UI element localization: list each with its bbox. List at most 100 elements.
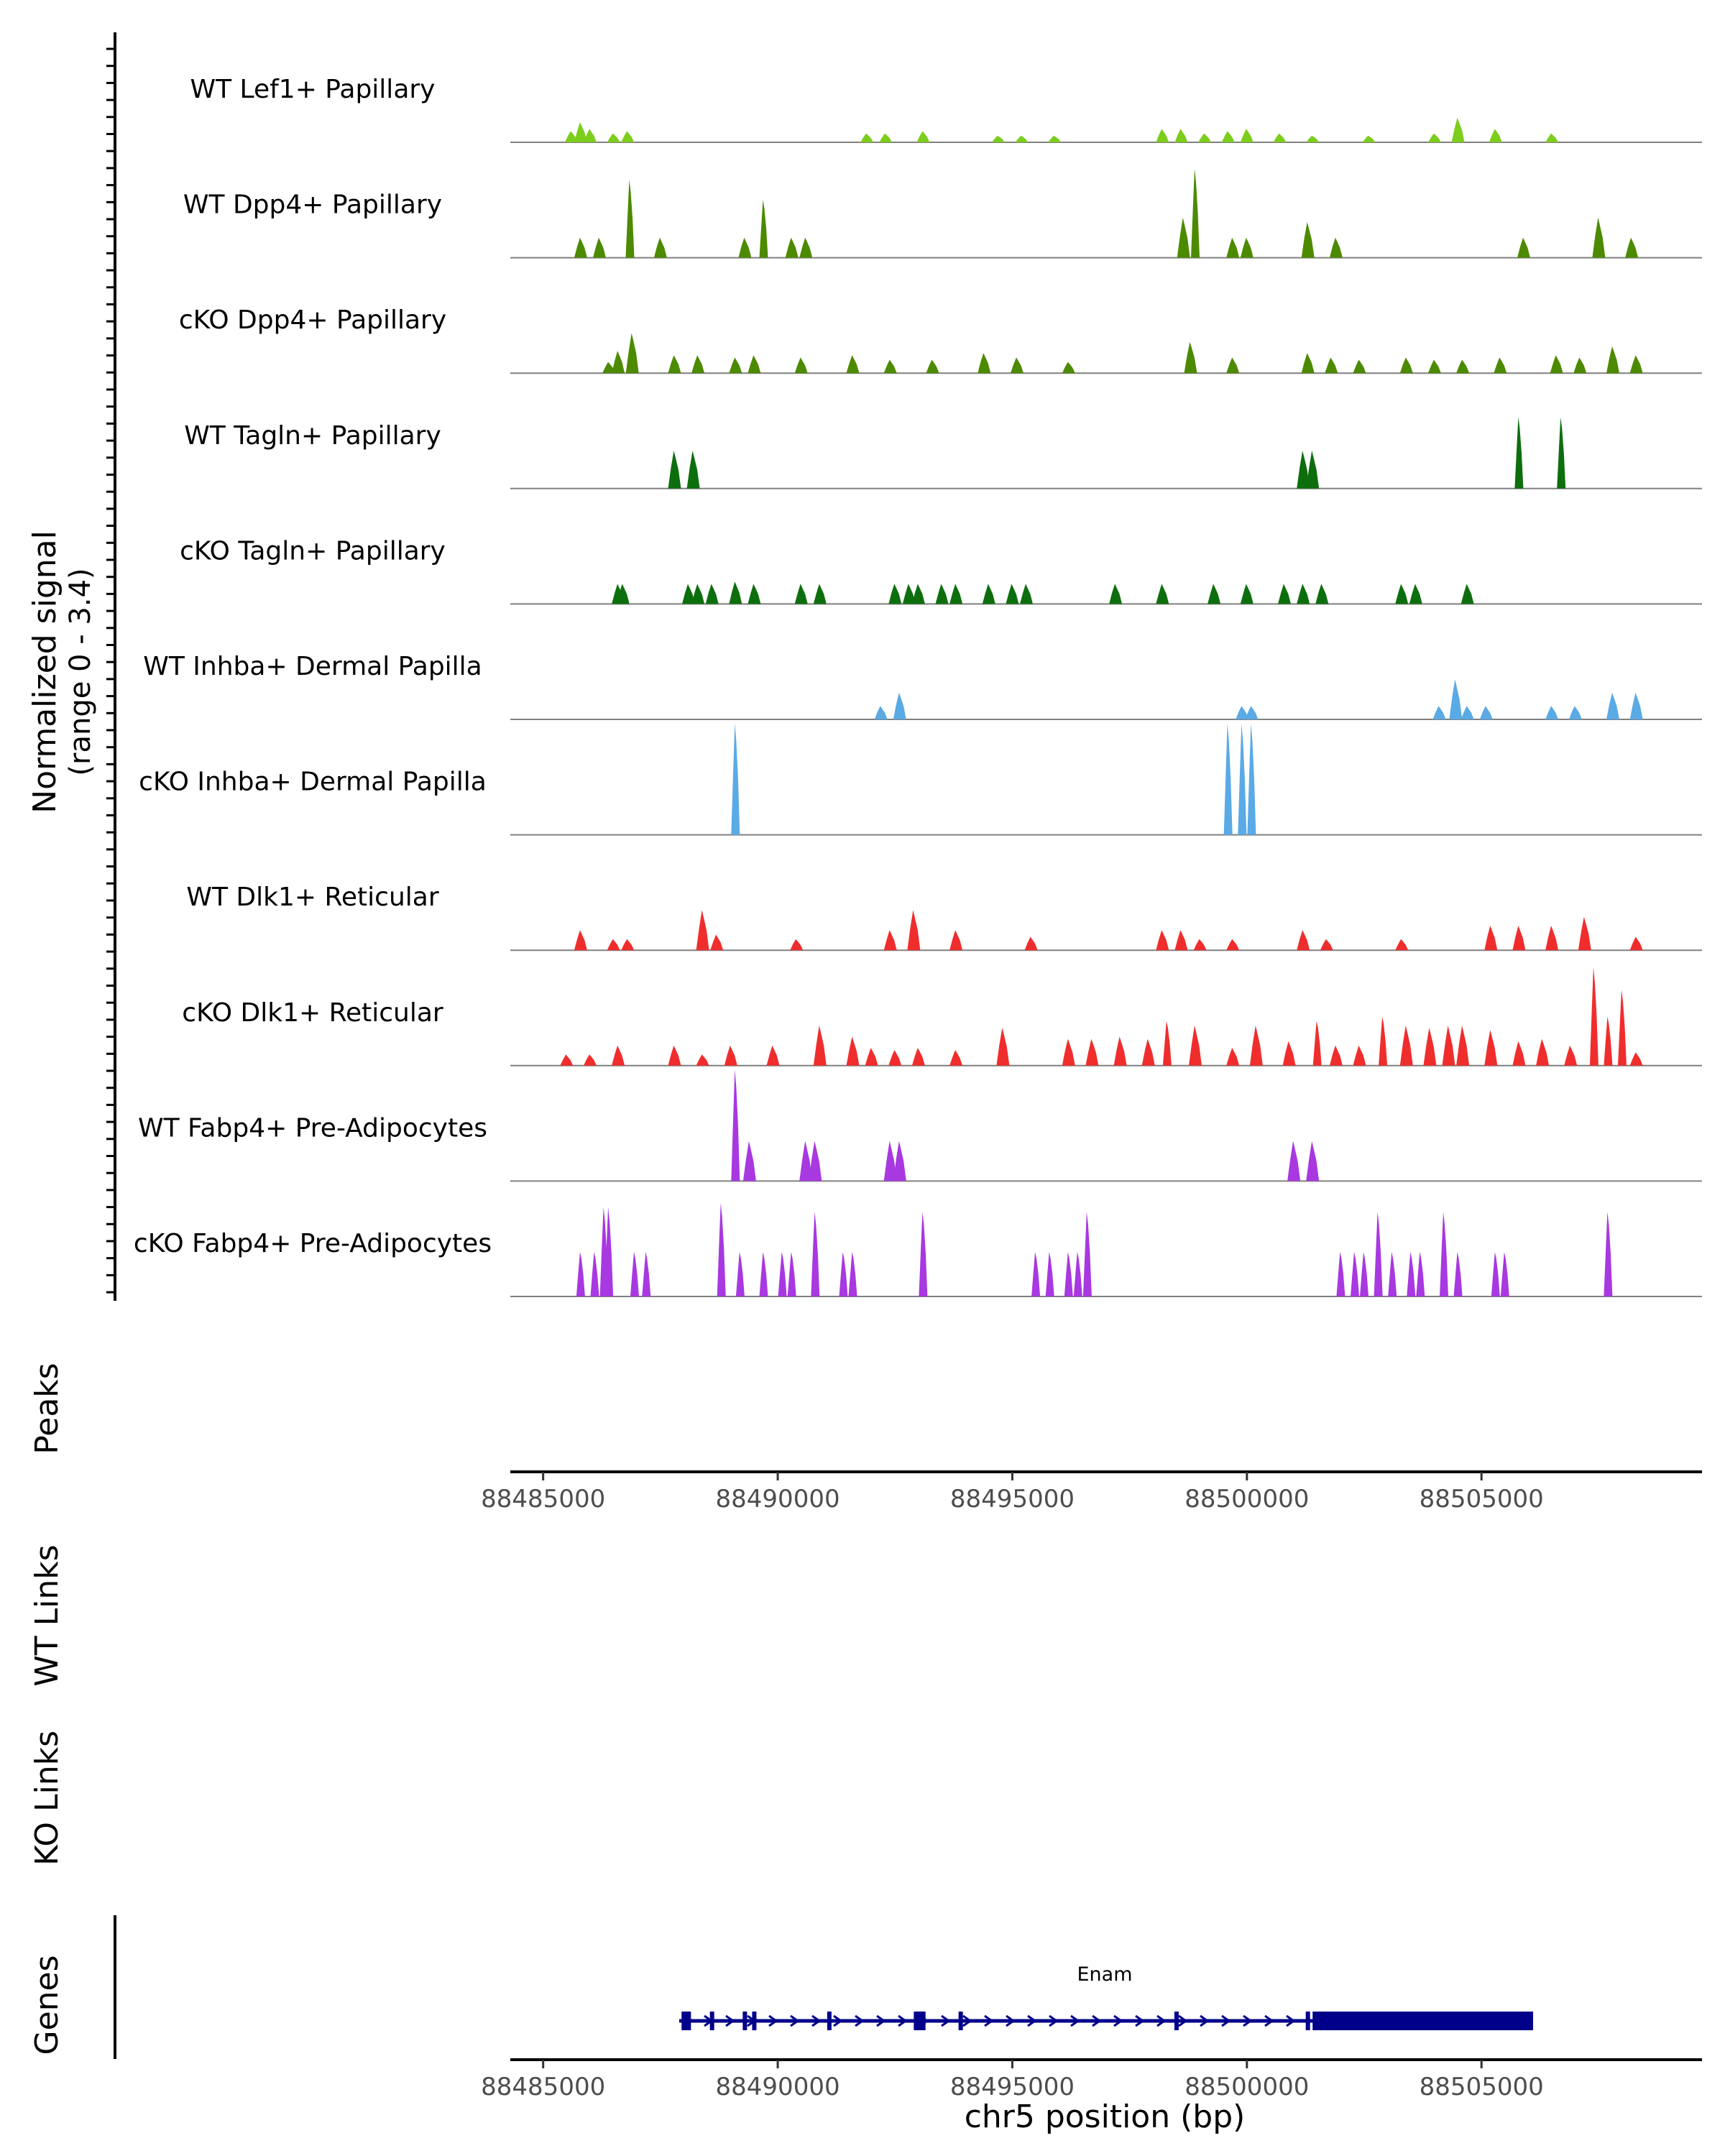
strand-arrow (1200, 2014, 1210, 2027)
signal-peak (759, 1252, 768, 1296)
signal-peak (1048, 135, 1062, 142)
signal-peak (1174, 129, 1188, 142)
signal-peak (1395, 584, 1409, 604)
track-label: WT Dpp4+ Papillary (183, 190, 442, 220)
signal-peak (1512, 926, 1526, 951)
signal-peak (1427, 133, 1441, 142)
signal-peak (799, 237, 813, 258)
signal-peak (705, 584, 719, 604)
signal-peak (916, 131, 930, 142)
signal-peak (1221, 131, 1235, 142)
signal-peak (893, 1141, 906, 1181)
signal-peak (1629, 355, 1643, 374)
gene-track (678, 2012, 1534, 2030)
strand-arrow (747, 2014, 757, 2027)
signal-peak (1604, 1212, 1613, 1296)
signal-peak (883, 930, 897, 951)
signal-peak (1301, 353, 1315, 374)
signal-peak (1156, 129, 1169, 142)
signal-peak (1453, 1252, 1463, 1296)
genes-label: Genes (29, 1955, 65, 2055)
signal-peak (1494, 357, 1507, 374)
signal-peak (1432, 706, 1446, 719)
signal-peak (1240, 584, 1254, 604)
strand-arrow (682, 2014, 692, 2027)
signal-peak (653, 237, 667, 258)
signal-peak (604, 1207, 614, 1296)
track-label: cKO Dlk1+ Reticular (182, 998, 443, 1028)
signal-peak (1545, 133, 1559, 142)
signal-peak (935, 584, 949, 604)
strand-arrow (855, 2014, 865, 2027)
signal-peak (584, 129, 597, 142)
signal-peak (809, 1141, 822, 1181)
signal-peak (949, 584, 963, 604)
signal-peak (794, 357, 808, 374)
signal-peak (1278, 584, 1291, 604)
signal-peak (1589, 967, 1598, 1066)
signal-peak (1479, 706, 1493, 719)
strand-arrow (1135, 2014, 1145, 2027)
x-tick-label: 88495000 (950, 1485, 1075, 1514)
signal-peak (1245, 706, 1259, 719)
signal-peak (1312, 1021, 1322, 1066)
signal-peak (1020, 584, 1033, 604)
signal-peak (1456, 1026, 1470, 1066)
signal-peak (813, 1026, 827, 1066)
gene-exon (914, 2012, 926, 2030)
signal-peak (1247, 723, 1256, 835)
track-0: WT Lef1+ Papillary (190, 75, 1702, 143)
signal-peak (590, 1252, 599, 1296)
signal-peak (1353, 359, 1366, 374)
signal-peak (949, 1050, 963, 1066)
strand-arrow (768, 2014, 778, 2027)
signal-peak (731, 723, 740, 835)
signal-peak (1409, 584, 1422, 604)
signal-peak (982, 584, 995, 604)
signal-peak (1240, 237, 1254, 258)
x-tick-label: 88485000 (481, 1485, 605, 1514)
signal-peak (839, 1252, 848, 1296)
signal-peak (1306, 135, 1320, 142)
y-axis-label: Normalized signal (27, 530, 63, 814)
signal-peak (621, 939, 635, 951)
signal-peak (1568, 706, 1582, 719)
signal-peak (1301, 222, 1315, 258)
signal-peak (787, 1252, 796, 1296)
coverage-tracks: WT Lef1+ Papillary WT Dpp4+ Papillary cKO … (134, 75, 1702, 1297)
signal-peak (790, 939, 804, 951)
signal-peak (1062, 361, 1075, 374)
signal-peak (1629, 692, 1643, 719)
signal-peak (1156, 930, 1169, 951)
signal-peak (1460, 584, 1474, 604)
signal-peak (1189, 1026, 1202, 1066)
signal-peak (1484, 926, 1498, 951)
signal-peak (1064, 1252, 1073, 1296)
signal-peak (1006, 584, 1019, 604)
signal-peak (911, 584, 925, 604)
signal-peak (991, 135, 1005, 142)
strand-arrow (833, 2014, 843, 2027)
y-axis-title: Normalized signal (range 0 - 3.4) (27, 530, 97, 814)
signal-peak (1015, 135, 1029, 142)
strand-arrow (1243, 2014, 1253, 2027)
signal-peak (860, 133, 874, 142)
signal-peak (686, 451, 700, 489)
signal-peak (748, 584, 761, 604)
signal-peak (729, 357, 742, 374)
signal-peak (742, 1141, 756, 1181)
signal-peak (1629, 936, 1643, 951)
signal-peak (1174, 930, 1188, 951)
signal-peak (668, 451, 681, 489)
signal-peak (846, 1036, 860, 1066)
signal-peak (1606, 346, 1619, 374)
signal-peak (1351, 1252, 1359, 1296)
signal-peak (1073, 1252, 1082, 1296)
signal-peak (1045, 1252, 1054, 1296)
signal-peak (696, 1054, 709, 1066)
track-label: WT Tagln+ Papillary (184, 421, 441, 451)
track-7: WT Dlk1+ Reticular (186, 883, 1702, 952)
x-tick-label: 88490000 (716, 1485, 840, 1514)
gene-small-exon (827, 2012, 832, 2030)
